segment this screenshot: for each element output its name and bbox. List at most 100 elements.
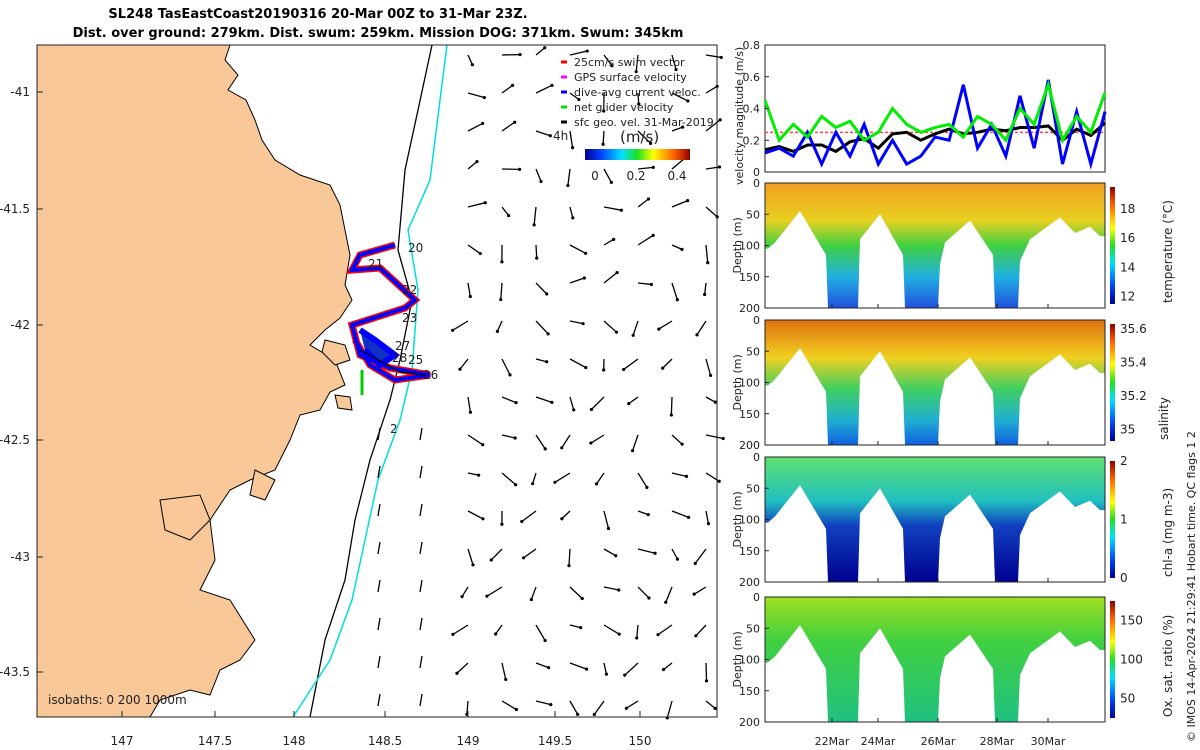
velocity-arrow xyxy=(459,358,469,370)
velocity-arrow xyxy=(569,700,579,715)
velocity-y-tick: 0 xyxy=(753,166,760,179)
velocity-y-tick: 0.8 xyxy=(743,39,761,52)
velocity-arrow xyxy=(569,92,580,101)
velocity-arrow xyxy=(535,662,549,669)
velocity-arrow xyxy=(500,282,503,300)
colorbar-tick: 0.2 xyxy=(626,169,645,183)
day-label: 21 xyxy=(368,257,383,271)
depth-tick: 0 xyxy=(753,314,760,327)
chl-a-data xyxy=(765,457,1105,582)
velocity-arrow xyxy=(637,130,652,144)
velocity-arrow xyxy=(705,662,708,681)
map-y-tick: -41 xyxy=(10,85,30,99)
depth-tick: 150 xyxy=(739,408,760,421)
depth-ylabel: Depth (m) xyxy=(731,491,744,547)
velocity-arrow xyxy=(535,130,551,137)
colorbar-tick: 0.4 xyxy=(667,169,686,183)
colorbar-tick: 35.6 xyxy=(1120,322,1147,336)
velocity-arrow xyxy=(637,166,654,170)
velocity-arrow xyxy=(569,50,588,56)
map-x-tick: 147 xyxy=(111,734,134,748)
velocity-arrow xyxy=(501,396,517,404)
colorbar-tick: 1 xyxy=(1120,513,1128,527)
depth-tick: 200 xyxy=(739,439,760,452)
velocity-arrow xyxy=(637,510,649,516)
velocity-arrow xyxy=(603,168,612,183)
time-scale-label: 4h xyxy=(553,129,568,143)
velocity-arrow xyxy=(467,472,479,476)
velocity-arrow xyxy=(467,434,484,446)
time-tick: 22Mar xyxy=(815,735,850,748)
velocity-arrow xyxy=(535,320,549,335)
velocity-arrow xyxy=(377,541,381,555)
velocity-arrow xyxy=(501,434,516,439)
velocity-arrow xyxy=(467,282,471,297)
velocity-arrow xyxy=(705,396,716,403)
velocity-arrow xyxy=(603,624,620,635)
map-y-tick: -42 xyxy=(10,318,30,332)
velocity-arrow xyxy=(635,54,639,72)
geostrophic-velocity-arrows xyxy=(377,46,725,720)
velocity-arrow xyxy=(452,624,469,635)
footer-credit: © IMOS 14-Apr-2024 21:29:41 Hobart time.… xyxy=(1185,431,1198,742)
velocity-arrow xyxy=(530,586,537,600)
velocity-arrow xyxy=(637,282,652,286)
velocity-arrow xyxy=(419,541,423,555)
title-line-1: SL248 TasEastCoast20190316 20-Mar 00Z to… xyxy=(108,7,527,22)
velocity-arrow xyxy=(705,434,724,440)
legend-entry: sfc geo. vel. 31-Mar-2019 xyxy=(574,116,714,129)
velocity-arrow xyxy=(671,92,689,102)
time-tick: 30Mar xyxy=(1031,735,1066,748)
velocity-arrow xyxy=(377,465,381,479)
map-x-tick: 149 xyxy=(457,734,480,748)
map-x-tick: 148 xyxy=(283,734,306,748)
velocity-arrow xyxy=(694,548,707,564)
velocity-arrow xyxy=(490,548,503,561)
velocity-arrow xyxy=(377,655,381,669)
velocity-arrow xyxy=(695,624,707,637)
velocity-arrow xyxy=(419,693,423,707)
legend-entry: 25cm/s swim vector xyxy=(574,56,685,69)
velocity-arrow xyxy=(670,396,673,416)
velocity-arrow xyxy=(501,358,511,376)
velocity-arrow xyxy=(377,617,381,631)
depth-tick: 150 xyxy=(739,685,760,698)
day-label: 25 xyxy=(408,353,423,367)
temperature-data xyxy=(765,183,1105,308)
colorbar-tick: 35.2 xyxy=(1120,389,1147,403)
depth-tick: 50 xyxy=(746,208,760,221)
velocity-arrow xyxy=(501,84,513,94)
velocity-arrow xyxy=(591,396,605,410)
velocity-arrow xyxy=(569,130,574,148)
velocity-arrow xyxy=(535,434,546,450)
velocity-arrow xyxy=(569,206,574,219)
velocity-arrow xyxy=(703,282,707,295)
velocity-arrow xyxy=(603,662,608,675)
velocity-arrow xyxy=(569,624,581,629)
velocity-arrow xyxy=(696,320,707,336)
velocity-arrow xyxy=(535,84,553,94)
velocity-arrow xyxy=(569,277,585,284)
colorbar-tick: 0 xyxy=(1120,571,1128,585)
chl-a-colorbar xyxy=(1110,461,1115,578)
velocity-arrow xyxy=(535,358,547,363)
map-legend: 25cm/s swim vector GPS surface velocity di… xyxy=(553,56,714,183)
velocity-arrow xyxy=(535,624,546,641)
velocity-arrow xyxy=(665,586,673,603)
velocity-arrow xyxy=(569,244,586,254)
depth-ylabel: Depth (m) xyxy=(731,354,744,410)
map-y-tick: -42.5 xyxy=(0,433,30,447)
velocity-arrow xyxy=(626,700,639,709)
velocity-arrow xyxy=(496,320,503,332)
time-tick: 28Mar xyxy=(980,735,1015,748)
velocity-arrow xyxy=(554,472,571,483)
velocity-arrow xyxy=(569,396,575,410)
velocity-arrow xyxy=(705,700,716,709)
velocity-arrow xyxy=(603,54,613,67)
velocity-arrow xyxy=(671,54,677,70)
velocity-arrow xyxy=(628,396,639,405)
velocity-arrow xyxy=(624,662,639,676)
depth-ylabel: Depth (m) xyxy=(731,631,744,687)
velocity-arrow xyxy=(637,198,649,208)
